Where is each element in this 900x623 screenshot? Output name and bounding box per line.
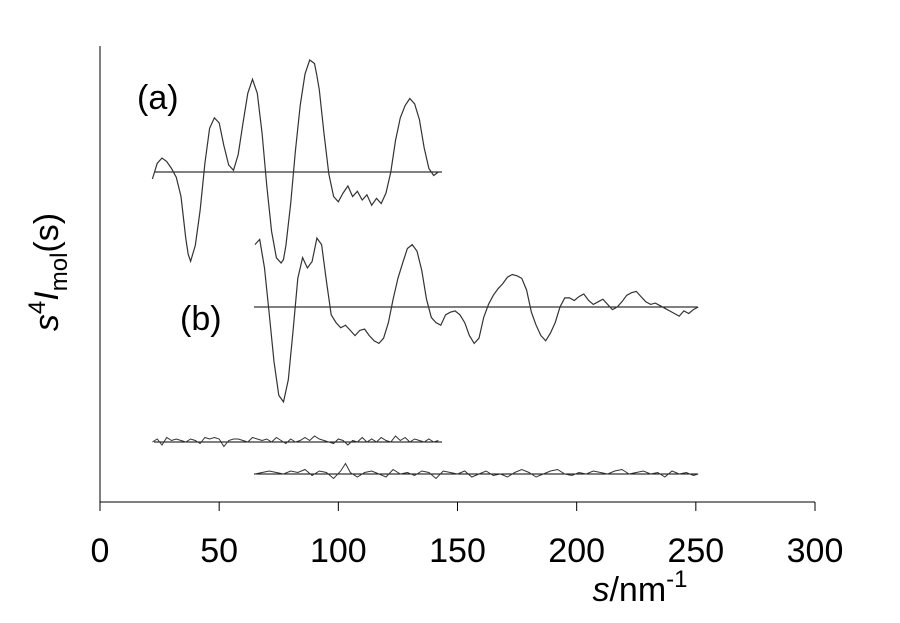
x-tick-label: 50 [200,532,238,570]
residual-b-line [254,462,699,480]
x-tick-label: 250 [667,532,724,570]
x-tick-label: 0 [91,532,110,570]
y-label-i: I [28,291,66,301]
x-tick-label: 300 [787,532,844,570]
y-label-arg: (s) [28,213,66,253]
y-label-power: 4 [24,301,51,314]
panel-label-b: (b) [180,300,222,338]
x-axis-ticks: 0 50 100 150 200 250 300 [91,502,844,570]
series-b-line [254,236,699,404]
residual-a-line [152,435,439,448]
x-axis-label: s/nm-1 [592,566,687,609]
series-a-line [151,59,439,264]
y-label-sub: mol [46,253,73,292]
y-axis-label: s4Imol(s) [24,213,73,331]
x-label-s: s [592,571,609,609]
x-label-exp: -1 [666,566,687,593]
x-label-unit: /nm [609,571,666,609]
x-tick-label: 150 [429,532,486,570]
x-tick-label: 100 [310,532,367,570]
panel-label-a: (a) [137,79,179,117]
x-tick-label: 200 [548,532,605,570]
y-label-s: s [28,314,66,331]
